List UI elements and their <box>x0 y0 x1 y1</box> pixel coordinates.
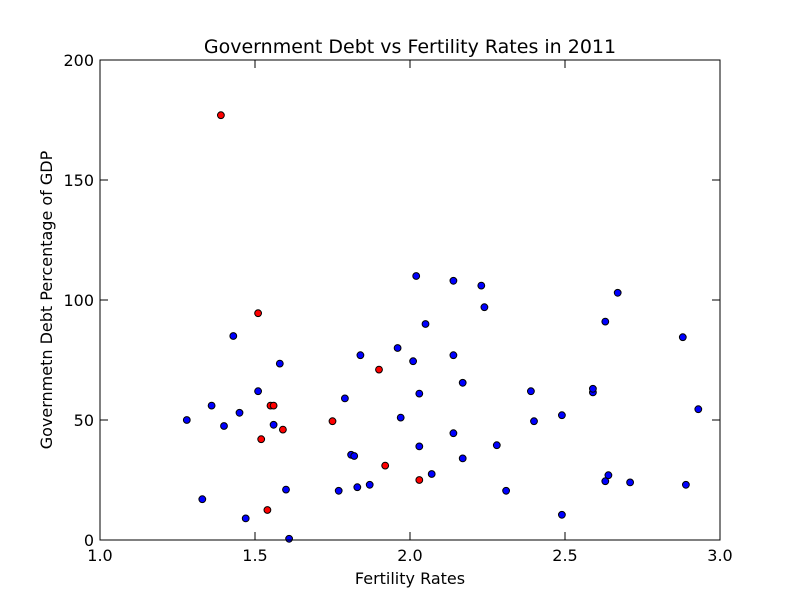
x-tick-label: 2.5 <box>552 546 577 565</box>
y-tick-label: 200 <box>63 51 94 70</box>
data-point <box>458 378 467 387</box>
data-point <box>254 387 263 396</box>
data-point <box>449 429 458 438</box>
y-axis-label: Governmetn Debt Percentage of GDP <box>37 150 56 449</box>
x-tick-label: 3.0 <box>707 546 732 565</box>
plot-frame <box>99 59 721 541</box>
y-tick-label: 50 <box>74 411 94 430</box>
data-point <box>477 281 486 290</box>
data-point <box>480 303 489 312</box>
data-point <box>626 478 634 487</box>
data-point <box>604 471 613 480</box>
data-point <box>415 442 424 451</box>
data-point <box>375 365 383 374</box>
data-point <box>229 332 238 340</box>
data-point <box>279 425 287 434</box>
data-point <box>427 470 436 478</box>
data-point <box>502 486 511 495</box>
y-tick-label: 150 <box>63 171 94 190</box>
data-point <box>415 476 424 484</box>
data-point <box>275 359 284 368</box>
data-point <box>257 435 266 444</box>
data-point <box>207 401 216 410</box>
data-point <box>527 387 535 396</box>
data-point <box>589 384 597 393</box>
x-tick-label: 1.0 <box>87 546 112 565</box>
data-point <box>412 272 421 280</box>
x-axis-label: Fertility Rates <box>355 569 465 588</box>
data-point <box>235 408 244 417</box>
data-point <box>220 422 228 430</box>
y-tick-label: 100 <box>63 291 94 310</box>
data-point <box>678 333 687 342</box>
data-point <box>241 514 250 523</box>
data-point <box>341 394 349 403</box>
data-point <box>601 317 610 326</box>
data-point <box>449 351 458 360</box>
data-point <box>356 351 365 360</box>
data-point <box>530 417 538 426</box>
data-point <box>334 486 343 495</box>
data-point <box>217 111 225 120</box>
data-point <box>328 417 337 426</box>
data-point <box>415 389 424 398</box>
data-point <box>694 405 703 414</box>
x-tick-label: 1.5 <box>242 546 267 565</box>
data-point <box>254 309 263 318</box>
x-tick-label: 2.0 <box>397 546 422 565</box>
data-point <box>263 506 272 514</box>
data-point <box>393 344 402 352</box>
ticks-layer: 1.0 1.5 2.0 2.5 3.0 0 50 100 150 200 <box>63 51 732 565</box>
data-point <box>182 416 191 424</box>
data-point <box>601 477 610 486</box>
y-tick-label: 0 <box>84 531 94 550</box>
data-point <box>198 495 207 504</box>
data-point <box>285 534 294 543</box>
chart-title: Government Debt vs Fertility Rates in 20… <box>204 36 616 58</box>
data-point <box>492 441 501 450</box>
data-point <box>421 320 430 328</box>
data-point <box>449 276 458 285</box>
data-point <box>381 461 390 470</box>
data-point <box>558 411 566 420</box>
data-point <box>269 420 278 429</box>
data-point <box>365 480 374 489</box>
data-point <box>558 510 566 519</box>
data-point <box>409 357 418 366</box>
data-point <box>353 483 362 492</box>
data-point <box>458 454 467 463</box>
data-point <box>282 485 290 494</box>
data-point <box>682 480 690 489</box>
data-point <box>269 401 278 410</box>
data-point <box>613 288 622 297</box>
data-point <box>396 413 405 422</box>
data-point <box>350 452 359 460</box>
points-layer <box>182 111 703 543</box>
